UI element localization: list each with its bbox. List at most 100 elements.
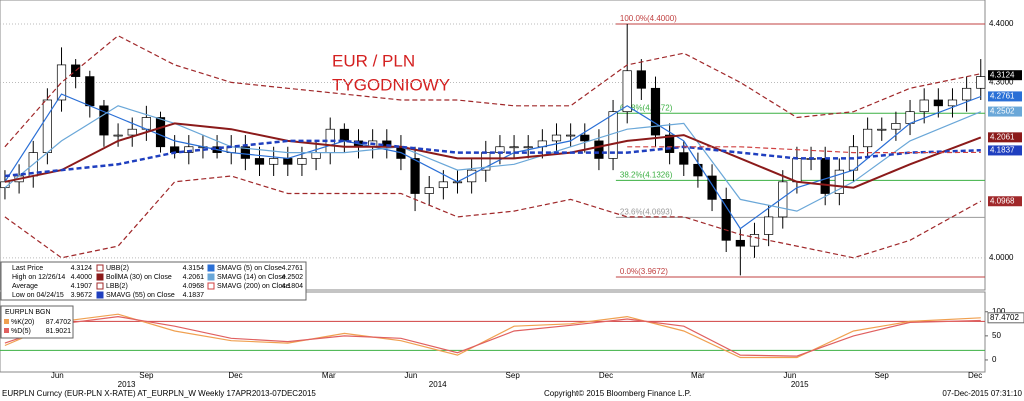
x-tick-label: Dec	[228, 371, 242, 380]
legend-value: 4.2761	[282, 265, 304, 272]
legend-value: 4.1804	[282, 283, 304, 290]
candle-body	[580, 134, 590, 142]
legend-label: SMAVG (55) on Close	[106, 292, 175, 299]
candle-body	[184, 146, 194, 153]
footer: EURPLN Curncy (EUR-PLN X-RATE) AT_EURPLN…	[2, 389, 316, 398]
legend-label: UBB(2)	[106, 265, 129, 272]
candle-body	[283, 158, 293, 165]
candle-body	[240, 146, 250, 159]
legend-box	[0, 305, 74, 339]
candle-body	[693, 163, 703, 177]
x-tick-label: Dec	[599, 371, 613, 380]
candle-body	[834, 169, 844, 194]
candle-body	[42, 99, 52, 153]
candle-body	[155, 117, 166, 148]
indicator-line	[4, 122, 982, 189]
candle-body	[523, 146, 533, 149]
legend-label: Average	[12, 283, 38, 290]
x-tick-label: Dec	[968, 371, 982, 380]
candle-body	[721, 199, 731, 241]
last-value-label: 4.1837	[990, 146, 1015, 155]
candle-body	[509, 146, 519, 149]
candle-body	[339, 128, 349, 142]
last-value-label: 4.2061	[990, 132, 1015, 141]
legend-value: 4.3154	[183, 265, 205, 272]
candle-body	[764, 216, 774, 235]
candle-body	[127, 128, 137, 136]
last-value-label: 87.4702	[990, 313, 1019, 322]
candle-body	[467, 169, 477, 183]
y-tick-label: 4.3000	[989, 78, 1014, 87]
candle-body	[735, 239, 745, 247]
legend-label: SMAVG (14) on Close	[217, 274, 286, 281]
candle-body	[99, 105, 109, 136]
candle-body	[820, 158, 830, 194]
indicator-line	[627, 146, 981, 154]
candle-body	[947, 99, 958, 107]
legend-swatch	[207, 273, 215, 281]
legend-value: 4.1837	[183, 292, 205, 299]
candle-body	[707, 175, 717, 200]
fib-label: 61.8%(4.2472)	[620, 103, 673, 112]
candle-body	[962, 87, 972, 101]
candle-body	[933, 99, 943, 107]
legend-box	[0, 261, 307, 301]
fib-label: 23.6%(4.0693)	[620, 207, 673, 216]
candle-body	[551, 134, 562, 142]
last-value-box	[988, 91, 1022, 102]
x-tick-label: Sep	[139, 371, 154, 380]
legend-swatch	[96, 264, 104, 272]
legend-value: 4.3124	[71, 265, 93, 272]
legend-swatch	[207, 282, 215, 290]
legend-value: 4.0968	[183, 283, 205, 290]
last-value-box	[988, 70, 1022, 81]
x-tick-label: Mar	[691, 371, 705, 380]
legend-label: %D(5)	[11, 328, 31, 335]
fib-label: 100.0%(4.4000)	[620, 14, 677, 23]
legend-label: %K(20)	[11, 319, 34, 326]
last-value-box	[988, 132, 1022, 143]
x-tick-label: Mar	[322, 371, 336, 380]
candle-body	[594, 140, 604, 159]
legend-value: 3.9672	[71, 292, 93, 299]
footer: Copyright© 2015 Bloomberg Finance L.P.	[544, 389, 691, 398]
footer: 07-Dec-2015 07:31:10	[942, 389, 1022, 398]
y-tick-label: 50	[992, 331, 1001, 340]
legend-label: Low on 04/24/15	[12, 292, 64, 299]
year-label: 2015	[791, 380, 809, 389]
candle-body	[650, 87, 661, 136]
candle-body	[877, 128, 887, 131]
candle-body	[976, 76, 986, 89]
legend-swatch	[96, 282, 104, 290]
candle-body	[665, 134, 675, 153]
legend-value: 4.2061	[183, 274, 205, 281]
last-value-label: 4.3124	[990, 70, 1015, 79]
legend-swatch	[4, 319, 9, 324]
legend-value: 87.4702	[46, 319, 71, 326]
fib-label: 38.2%(4.1326)	[620, 170, 673, 179]
candle-body	[891, 123, 901, 130]
legend-swatch	[4, 328, 9, 333]
x-tick-label: Sep	[506, 371, 521, 380]
candle-body	[438, 181, 448, 189]
candle-body	[778, 181, 788, 218]
legend-label: SMAVG (5) on Close	[217, 265, 282, 272]
candle-body	[792, 158, 802, 183]
x-tick-label: Jun	[404, 371, 417, 380]
last-value-box	[988, 196, 1022, 207]
legend-swatch	[207, 264, 215, 272]
candle-body	[297, 158, 307, 165]
legend-label: LBB(2)	[106, 283, 128, 290]
candle-body	[85, 76, 95, 107]
candle-body	[863, 128, 873, 148]
indicator-line	[4, 175, 982, 259]
legend-label: Last Price	[12, 265, 43, 272]
legend-value: 4.4000	[71, 274, 93, 281]
candle-body	[424, 187, 434, 194]
main-panel	[0, 0, 986, 291]
candle-body	[622, 70, 632, 113]
candle-body	[113, 134, 123, 137]
candle-body	[56, 64, 67, 101]
oscillator-panel	[0, 291, 986, 373]
